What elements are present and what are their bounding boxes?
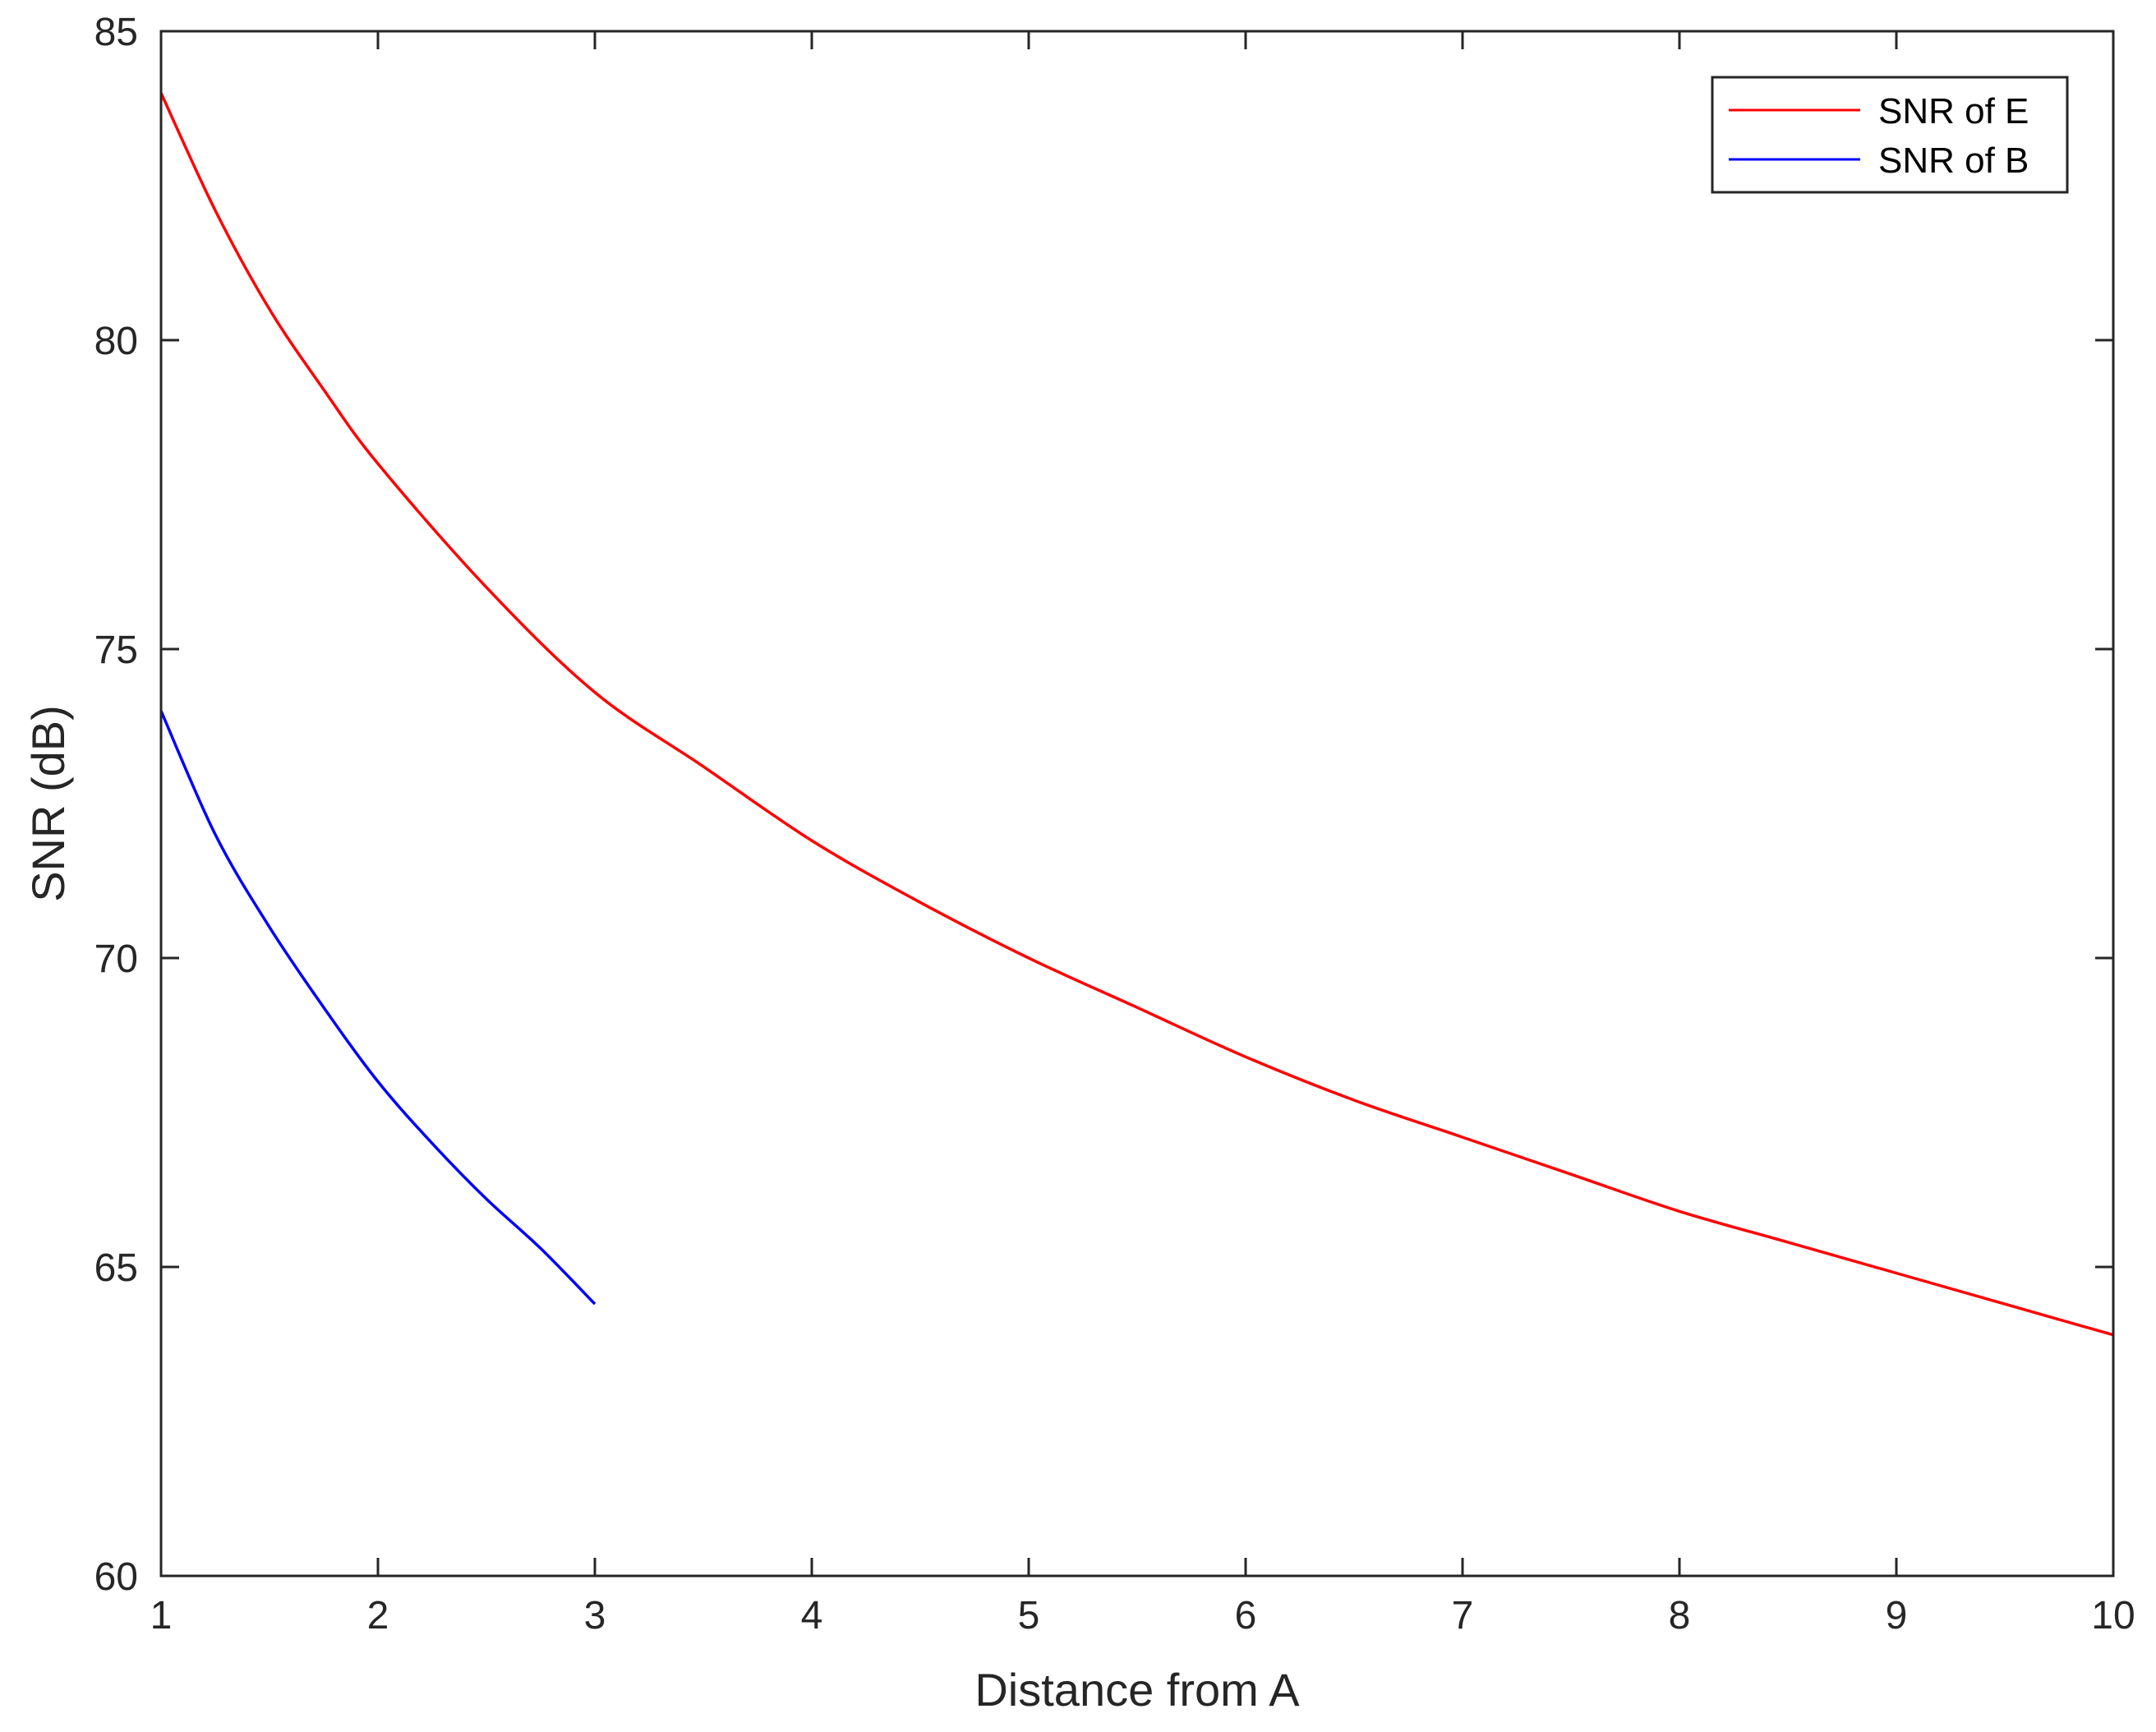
legend-box [1711, 76, 2069, 194]
x-tick-label: 8 [1669, 1594, 1691, 1638]
series-line-b [159, 710, 597, 1306]
y-axis-label: SNR (dB) [22, 705, 74, 902]
y-tick-label: 60 [94, 1555, 138, 1599]
legend-label-b: SNR of B [1878, 140, 2029, 181]
plot-frame [159, 30, 2115, 1578]
x-tick-label: 7 [1452, 1594, 1474, 1638]
y-tick-label: 85 [94, 11, 138, 54]
x-tick-label: 9 [1886, 1594, 1908, 1638]
x-tick-label: 4 [801, 1594, 823, 1638]
x-tick-label: 3 [584, 1594, 606, 1638]
x-tick-label: 1 [150, 1594, 173, 1638]
series-lines [159, 92, 2114, 1337]
x-tick-label: 6 [1235, 1594, 1257, 1638]
series-line-e [159, 92, 2114, 1337]
x-tick-label: 2 [367, 1594, 389, 1638]
x-axis-label: Distance from A [974, 1664, 1300, 1716]
y-tick-label: 75 [94, 629, 138, 672]
y-tick-label: 65 [94, 1246, 138, 1290]
x-tick-label: 5 [1018, 1594, 1040, 1638]
plot-background [161, 31, 2113, 1576]
legend: SNR of E SNR of B [1711, 76, 2069, 194]
y-tick-label: 80 [94, 320, 138, 363]
tick-labels: 1 2 3 4 5 6 7 8 9 10 60 65 70 75 80 85 [94, 11, 2135, 1638]
x-tick-label: 10 [2091, 1594, 2135, 1638]
y-tick-label: 70 [94, 937, 138, 981]
legend-label-e: SNR of E [1878, 91, 2029, 131]
